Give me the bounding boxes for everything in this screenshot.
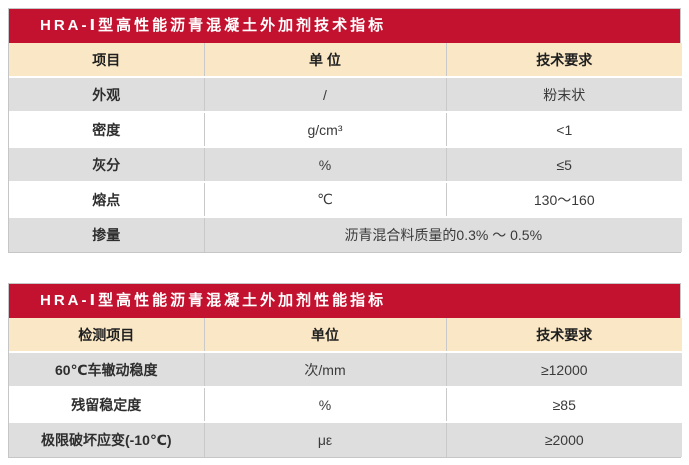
cell-requirement: 130～160 <box>446 182 682 217</box>
cell-requirement: ≤5 <box>446 147 682 182</box>
cell-merged-value: 沥青混合料质量的0.3% ～ 0.5% <box>204 217 682 252</box>
tech-spec-table: HRA-Ⅰ型高性能沥青混凝土外加剂技术指标 项目 单 位 技术要求 外观 / 粉末状… <box>8 8 682 253</box>
cell-item: 外观 <box>9 77 205 112</box>
table-row: 掺量 沥青混合料质量的0.3% ～ 0.5% <box>9 217 682 252</box>
table-row: 外观 / 粉末状 <box>9 77 682 112</box>
table-row: 极限破坏应变(-10℃) με ≥2000 <box>9 422 682 457</box>
cell-requirement: ≥85 <box>446 387 682 422</box>
header-row: 项目 单 位 技术要求 <box>9 43 682 77</box>
cell-requirement: 粉末状 <box>446 77 682 112</box>
cell-item: 掺量 <box>9 217 205 252</box>
table-row: 密度 g/cm³ <1 <box>9 112 682 147</box>
header-requirement: 技术要求 <box>446 43 682 77</box>
cell-unit: / <box>204 77 447 112</box>
cell-item: 残留稳定度 <box>9 387 205 422</box>
cell-unit: % <box>204 387 447 422</box>
header-unit: 单 位 <box>204 43 447 77</box>
cell-item: 极限破坏应变(-10℃) <box>9 422 205 457</box>
table-row: 熔点 ℃ 130～160 <box>9 182 682 217</box>
cell-unit: ℃ <box>204 182 447 217</box>
performance-spec-grid: 检测项目 单位 技术要求 60℃车辙动稳度 次/mm ≥12000 残留稳定度% ≥85… <box>9 318 682 457</box>
performance-spec-title: HRA-Ⅰ型高性能沥青混凝土外加剂性能指标 <box>9 284 680 318</box>
header-row: 检测项目 单位 技术要求 <box>9 318 682 352</box>
cell-requirement: <1 <box>446 112 682 147</box>
tech-spec-title: HRA-Ⅰ型高性能沥青混凝土外加剂技术指标 <box>9 9 680 43</box>
cell-unit: g/cm³ <box>204 112 447 147</box>
tech-spec-grid: 项目 单 位 技术要求 外观 / 粉末状 密度 g/cm³ <1 灰分% ≤5 熔点 ℃ 130～1… <box>9 43 682 252</box>
header-item: 检测项目 <box>9 318 205 352</box>
performance-spec-rows: 60℃车辙动稳度 次/mm ≥12000 残留稳定度% ≥85 极限破坏应变(-10℃) μ… <box>9 352 682 457</box>
header-requirement: 技术要求 <box>446 318 682 352</box>
cell-unit: 次/mm <box>204 352 447 387</box>
cell-requirement: ≥2000 <box>446 422 682 457</box>
tech-spec-rows: 外观 / 粉末状 密度 g/cm³ <1 灰分% ≤5 熔点 ℃ 130～160 掺量 沥青混合料质量的… <box>9 77 682 252</box>
cell-item: 密度 <box>9 112 205 147</box>
cell-item: 灰分 <box>9 147 205 182</box>
table-row: 60℃车辙动稳度 次/mm ≥12000 <box>9 352 682 387</box>
cell-requirement: ≥12000 <box>446 352 682 387</box>
cell-unit: % <box>204 147 447 182</box>
table-row: 灰分% ≤5 <box>9 147 682 182</box>
cell-item: 熔点 <box>9 182 205 217</box>
table-row: 残留稳定度% ≥85 <box>9 387 682 422</box>
performance-spec-table: HRA-Ⅰ型高性能沥青混凝土外加剂性能指标 检测项目 单位 技术要求 60℃车辙… <box>8 283 682 458</box>
cell-item: 60℃车辙动稳度 <box>9 352 205 387</box>
cell-unit: με <box>204 422 447 457</box>
header-unit: 单位 <box>204 318 447 352</box>
header-item: 项目 <box>9 43 205 77</box>
